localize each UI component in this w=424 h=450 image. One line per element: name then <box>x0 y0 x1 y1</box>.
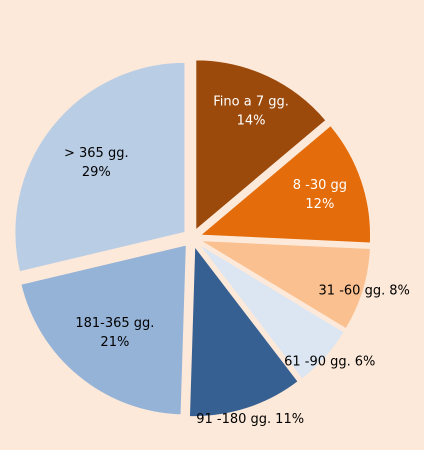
slice-label-name: 91 -180 gg. <box>196 411 271 426</box>
slice-value: 29% <box>82 165 111 180</box>
slice-label: 8 -30 gg <box>293 178 347 193</box>
pie-slice <box>188 245 299 417</box>
slice-value: 21% <box>100 335 129 350</box>
slice-label-name: 31 -60 gg. <box>319 283 386 298</box>
slice-value: 8% <box>389 283 410 298</box>
slice-value: 12% <box>305 197 334 212</box>
slice-value: 14% <box>237 114 266 129</box>
slice-value: 6% <box>355 354 376 369</box>
pie-slice <box>200 240 371 330</box>
slice-label: Fino a 7 gg. <box>213 95 289 110</box>
slice-label: 61 -90 gg. 6% <box>284 354 375 369</box>
slice-label: 181-365 gg. <box>75 316 154 331</box>
slice-label: > 365 gg. <box>64 146 129 161</box>
pie-slice <box>198 243 345 380</box>
slice-label: 31 -60 gg. 8% <box>319 283 410 298</box>
pie-slice <box>14 61 186 273</box>
slice-label: 91 -180 gg. 11% <box>196 411 304 426</box>
slice-label-name: 61 -90 gg. <box>284 354 351 369</box>
slice-value: 11% <box>275 411 304 426</box>
pie-slice <box>20 244 187 416</box>
pie-slice <box>195 59 327 231</box>
pie-slice <box>199 124 372 244</box>
